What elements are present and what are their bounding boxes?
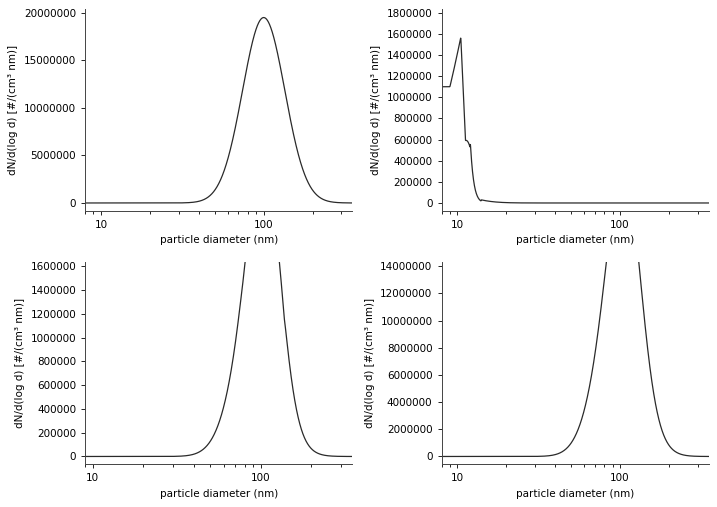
X-axis label: particle diameter (nm): particle diameter (nm) <box>160 235 277 245</box>
X-axis label: particle diameter (nm): particle diameter (nm) <box>516 489 635 499</box>
Y-axis label: dN/d(log d) [#/(cm³ nm)]: dN/d(log d) [#/(cm³ nm)] <box>371 45 381 175</box>
Y-axis label: dN/d(log d) [#/(cm³ nm)]: dN/d(log d) [#/(cm³ nm)] <box>9 45 19 175</box>
X-axis label: particle diameter (nm): particle diameter (nm) <box>160 489 277 499</box>
X-axis label: particle diameter (nm): particle diameter (nm) <box>516 235 635 245</box>
Y-axis label: dN/d(log d) [#/(cm³ nm)]: dN/d(log d) [#/(cm³ nm)] <box>365 298 375 428</box>
Y-axis label: dN/d(log d) [#/(cm³ nm)]: dN/d(log d) [#/(cm³ nm)] <box>15 298 25 428</box>
